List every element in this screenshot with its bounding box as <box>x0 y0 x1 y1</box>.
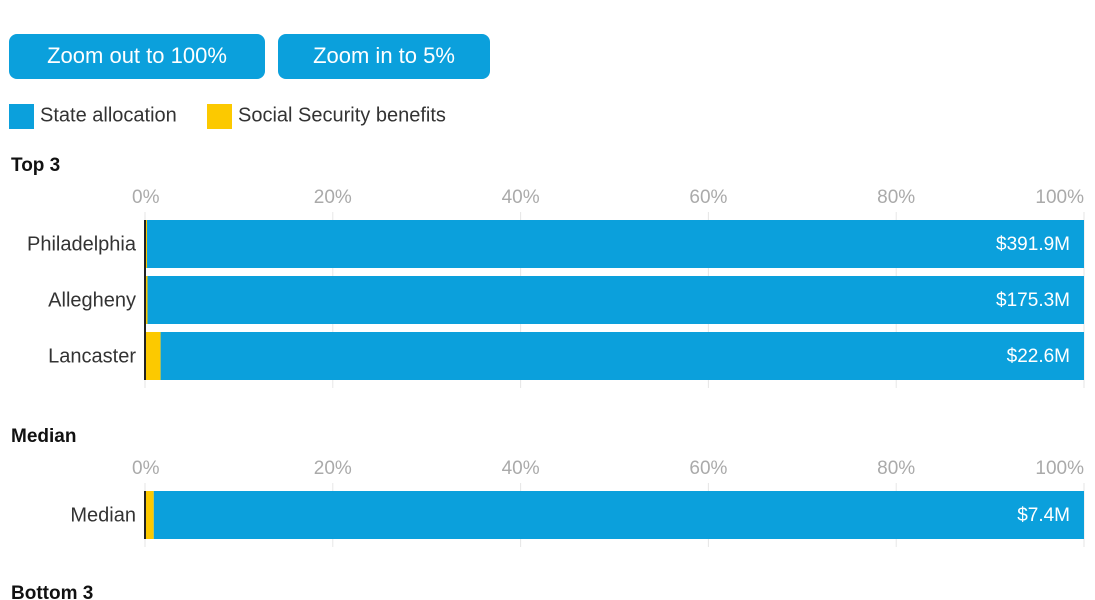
x-tick-label: 40% <box>502 187 540 208</box>
legend-label: State allocation <box>40 104 177 126</box>
bar-segment <box>147 220 1085 268</box>
button-bg[interactable] <box>9 34 265 79</box>
category-label: Median <box>70 504 136 526</box>
bar-segment <box>145 491 154 539</box>
x-tick-label: 40% <box>502 458 540 479</box>
bar-segment <box>145 220 148 268</box>
button-bg[interactable] <box>278 34 490 79</box>
x-tick-label: 0% <box>132 187 160 208</box>
button-label[interactable]: Zoom in to 5% <box>313 43 455 68</box>
data-label: $22.6M <box>1007 346 1070 367</box>
bar-segment <box>145 332 161 380</box>
bar-segment <box>160 332 1084 380</box>
x-tick-label: 80% <box>877 187 915 208</box>
x-tick-label: 60% <box>689 458 727 479</box>
bar-segment <box>147 276 1084 324</box>
x-tick-label: 100% <box>1035 458 1084 479</box>
category-label: Lancaster <box>48 345 136 367</box>
category-label: Philadelphia <box>27 233 137 255</box>
data-label: $7.4M <box>1017 505 1070 526</box>
legend-swatch <box>9 104 34 129</box>
legend-swatch <box>207 104 232 129</box>
bar-segment <box>145 276 148 324</box>
category-label: Allegheny <box>48 289 136 311</box>
data-label: $391.9M <box>996 234 1070 255</box>
x-tick-label: 100% <box>1035 187 1084 208</box>
x-tick-label: 80% <box>877 458 915 479</box>
zoom-out-button[interactable]: Zoom out to 100% <box>9 34 265 79</box>
x-tick-label: 20% <box>314 187 352 208</box>
panel-title: Top 3 <box>11 155 60 176</box>
legend-label: Social Security benefits <box>238 104 446 126</box>
button-label[interactable]: Zoom out to 100% <box>47 43 227 68</box>
bar-segment <box>153 491 1084 539</box>
zoom-in-button[interactable]: Zoom in to 5% <box>278 34 490 79</box>
x-tick-label: 20% <box>314 458 352 479</box>
panel-title: Bottom 3 <box>11 583 93 600</box>
x-tick-label: 0% <box>132 458 160 479</box>
x-tick-label: 60% <box>689 187 727 208</box>
data-label: $175.3M <box>996 290 1070 311</box>
panel-title: Median <box>11 426 76 447</box>
